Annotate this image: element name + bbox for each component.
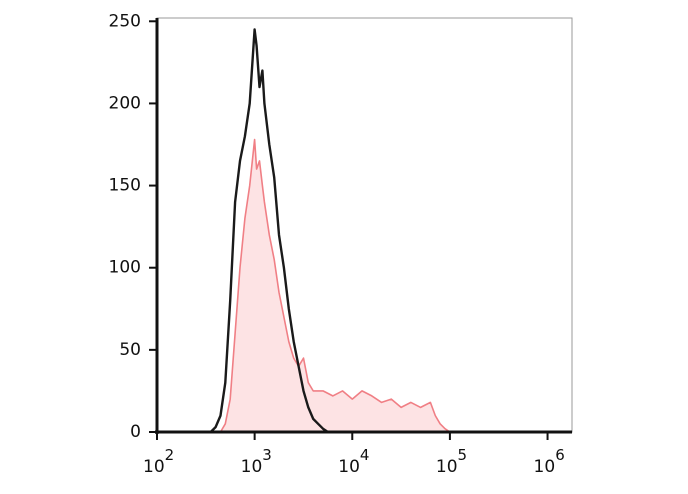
x-tick-label: 102: [143, 446, 174, 477]
histogram-line: [209, 28, 329, 433]
x-tick-label: 103: [241, 446, 272, 477]
x-tick-label: 105: [436, 446, 467, 477]
x-tick-base: 10: [143, 457, 165, 477]
x-tick-base: 10: [534, 457, 556, 477]
x-tick-exponent: 2: [165, 446, 175, 464]
histogram-line: [219, 138, 451, 433]
y-tick-label: 150: [109, 176, 141, 196]
x-tick-exponent: 4: [360, 446, 370, 464]
x-tick-exponent: 5: [458, 446, 468, 464]
x-tick-base: 10: [338, 457, 360, 477]
y-tick-label: 50: [119, 340, 141, 360]
y-tick-label: 250: [109, 11, 141, 31]
y-tick-label: 100: [109, 258, 141, 278]
histogram-area: [220, 139, 450, 432]
x-tick-base: 10: [241, 457, 263, 477]
x-tick-label: 104: [338, 446, 369, 477]
x-tick-label: 106: [534, 446, 565, 477]
y-tick-label: 0: [130, 422, 141, 442]
y-tick-label: 200: [109, 93, 141, 113]
x-tick-exponent: 6: [555, 446, 565, 464]
plot-frame: [156, 17, 573, 433]
x-tick-base: 10: [436, 457, 458, 477]
x-tick-exponent: 3: [262, 446, 272, 464]
